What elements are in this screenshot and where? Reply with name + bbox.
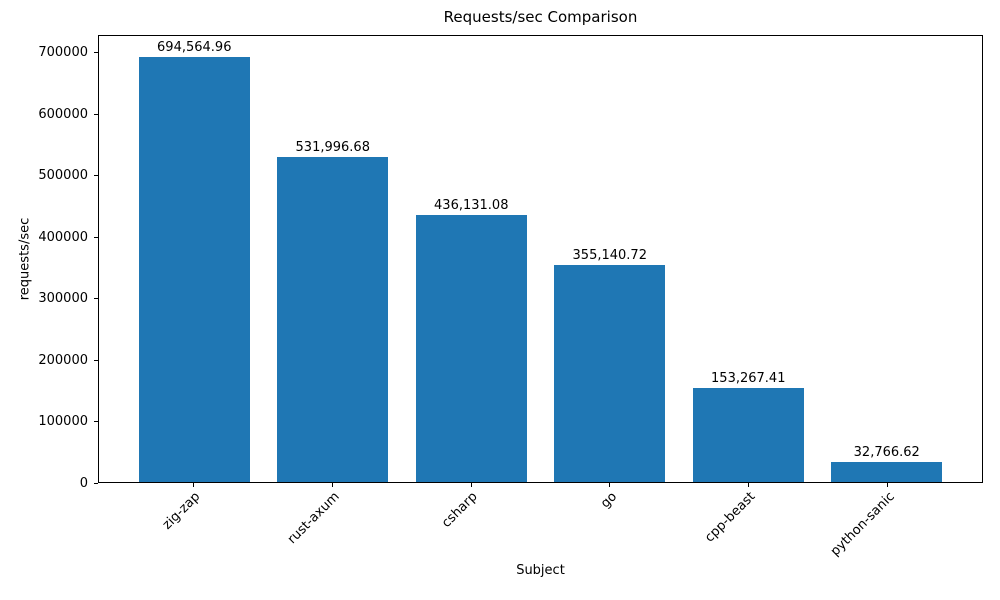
y-tick-mark [94, 359, 98, 361]
bar-python-sanic [831, 461, 943, 482]
y-tick-mark [94, 482, 98, 484]
y-tick-label: 100000 [38, 414, 88, 430]
bar-column-go: 355,140.72 [541, 36, 680, 482]
bar-value-label: 32,766.62 [853, 444, 920, 460]
bar-value-label: 436,131.08 [434, 198, 509, 214]
x-tick-label-zig-zap: zig-zap [159, 489, 204, 533]
x-tick-label-python-sanic: python-sanic [827, 489, 898, 560]
bar-zig-zap [138, 57, 250, 482]
x-tick-label-csharp: csharp [439, 489, 481, 531]
bar-cpp-beast [692, 388, 804, 482]
bars-container: 694,564.96 531,996.68 436,131.08 355,140.72… [99, 36, 982, 482]
bar-value-label: 531,996.68 [295, 139, 370, 155]
plot-area: 694,564.96 531,996.68 436,131.08 355,140.72… [98, 35, 983, 483]
x-tick-mark [609, 483, 611, 487]
bar-column-rust-axum: 531,996.68 [264, 36, 403, 482]
y-tick-label: 500000 [38, 168, 88, 184]
y-tick-mark [94, 236, 98, 238]
y-tick-label: 0 [79, 475, 88, 491]
bar-rust-axum [277, 156, 389, 482]
x-tick-label-rust-axum: rust-axum [284, 489, 343, 548]
bar-go [554, 264, 666, 482]
bar-column-cpp-beast: 153,267.41 [679, 36, 818, 482]
bar-csharp [415, 215, 527, 482]
x-tick-mark [192, 483, 194, 487]
x-tick-mark [331, 483, 333, 487]
x-tick-mark [470, 483, 472, 487]
bar-value-label: 153,267.41 [711, 371, 786, 387]
y-tick-label: 700000 [38, 45, 88, 61]
y-tick-label: 600000 [38, 106, 88, 122]
y-tick-label: 400000 [38, 229, 88, 245]
y-tick-mark [94, 113, 98, 115]
x-tick-mark [887, 483, 889, 487]
bar-column-csharp: 436,131.08 [402, 36, 541, 482]
chart-title: Requests/sec Comparison [443, 8, 638, 26]
bar-column-python-sanic: 32,766.62 [818, 36, 957, 482]
bar-value-label: 355,140.72 [572, 247, 647, 263]
y-tick-label: 200000 [38, 352, 88, 368]
x-tick-label-cpp-beast: cpp-beast [702, 489, 759, 546]
bar-column-zig-zap: 694,564.96 [125, 36, 264, 482]
x-tick-label-go: go [597, 489, 620, 512]
x-tick-mark [748, 483, 750, 487]
y-tick-mark [94, 421, 98, 423]
y-tick-mark [94, 175, 98, 177]
bar-value-label: 694,564.96 [157, 40, 232, 56]
y-tick-mark [94, 298, 98, 300]
y-tick-label: 300000 [38, 291, 88, 307]
x-axis-label: Subject [516, 563, 565, 578]
y-tick-mark [94, 52, 98, 54]
x-axis-ticks: zig-zap rust-axum csharp go cpp-beast python-… [98, 483, 983, 600]
